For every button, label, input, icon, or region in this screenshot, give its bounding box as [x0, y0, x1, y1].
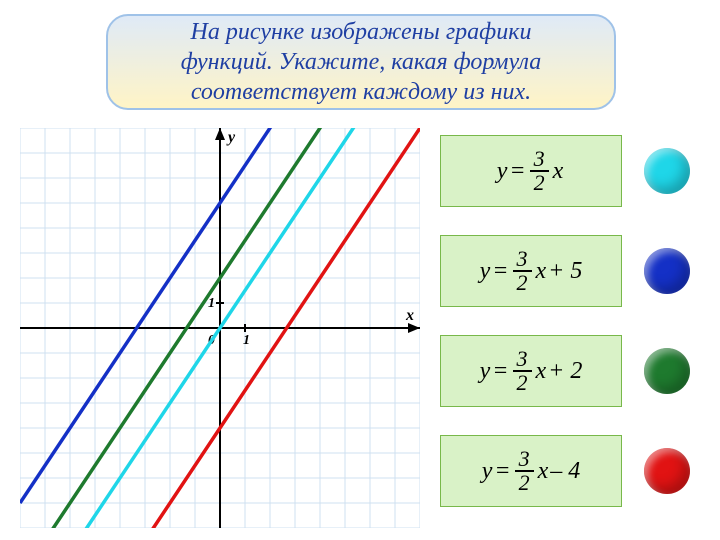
lhs: y: [480, 258, 491, 285]
var: x: [538, 458, 549, 485]
formula-blue[interactable]: y = 32x + 5: [440, 235, 622, 307]
formula-red[interactable]: y = 32x – 4: [440, 435, 622, 507]
lhs: y: [480, 358, 491, 385]
lhs: y: [497, 158, 508, 185]
tail: – 4: [550, 458, 580, 485]
color-dot[interactable]: [644, 348, 690, 394]
lhs: y: [482, 458, 493, 485]
title-line3: соответствует каждому из них.: [191, 79, 531, 105]
title-line2: функций. Укажите, какая формула: [181, 49, 542, 75]
color-dot[interactable]: [644, 248, 690, 294]
answers-column: y = 32x y = 32x + 5 y = 32x + 2 y = 32x – 4: [440, 136, 710, 536]
answer-row: y = 32x + 2: [440, 336, 710, 406]
fraction: 32: [530, 148, 549, 194]
tail: + 2: [548, 358, 582, 385]
fraction: 32: [515, 448, 534, 494]
formula-green[interactable]: y = 32x + 2: [440, 335, 622, 407]
svg-text:1: 1: [243, 333, 250, 348]
tail: + 5: [548, 258, 582, 285]
fraction: 32: [513, 348, 532, 394]
title-box: На рисунке изображены графики функций. У…: [106, 14, 616, 110]
answer-row: y = 32x: [440, 136, 710, 206]
fraction: 32: [513, 248, 532, 294]
color-dot[interactable]: [644, 148, 690, 194]
answer-row: y = 32x + 5: [440, 236, 710, 306]
formula-cyan[interactable]: y = 32x: [440, 135, 622, 207]
svg-text:x: x: [405, 307, 414, 324]
chart: 110xy: [20, 128, 420, 528]
color-dot[interactable]: [644, 448, 690, 494]
var: x: [536, 358, 547, 385]
title-line1: На рисунке изображены графики: [191, 19, 532, 45]
svg-text:y: y: [226, 129, 236, 146]
var: x: [553, 158, 564, 185]
chart-svg: 110xy: [20, 128, 420, 528]
svg-text:1: 1: [208, 296, 215, 311]
var: x: [536, 258, 547, 285]
answer-row: y = 32x – 4: [440, 436, 710, 506]
